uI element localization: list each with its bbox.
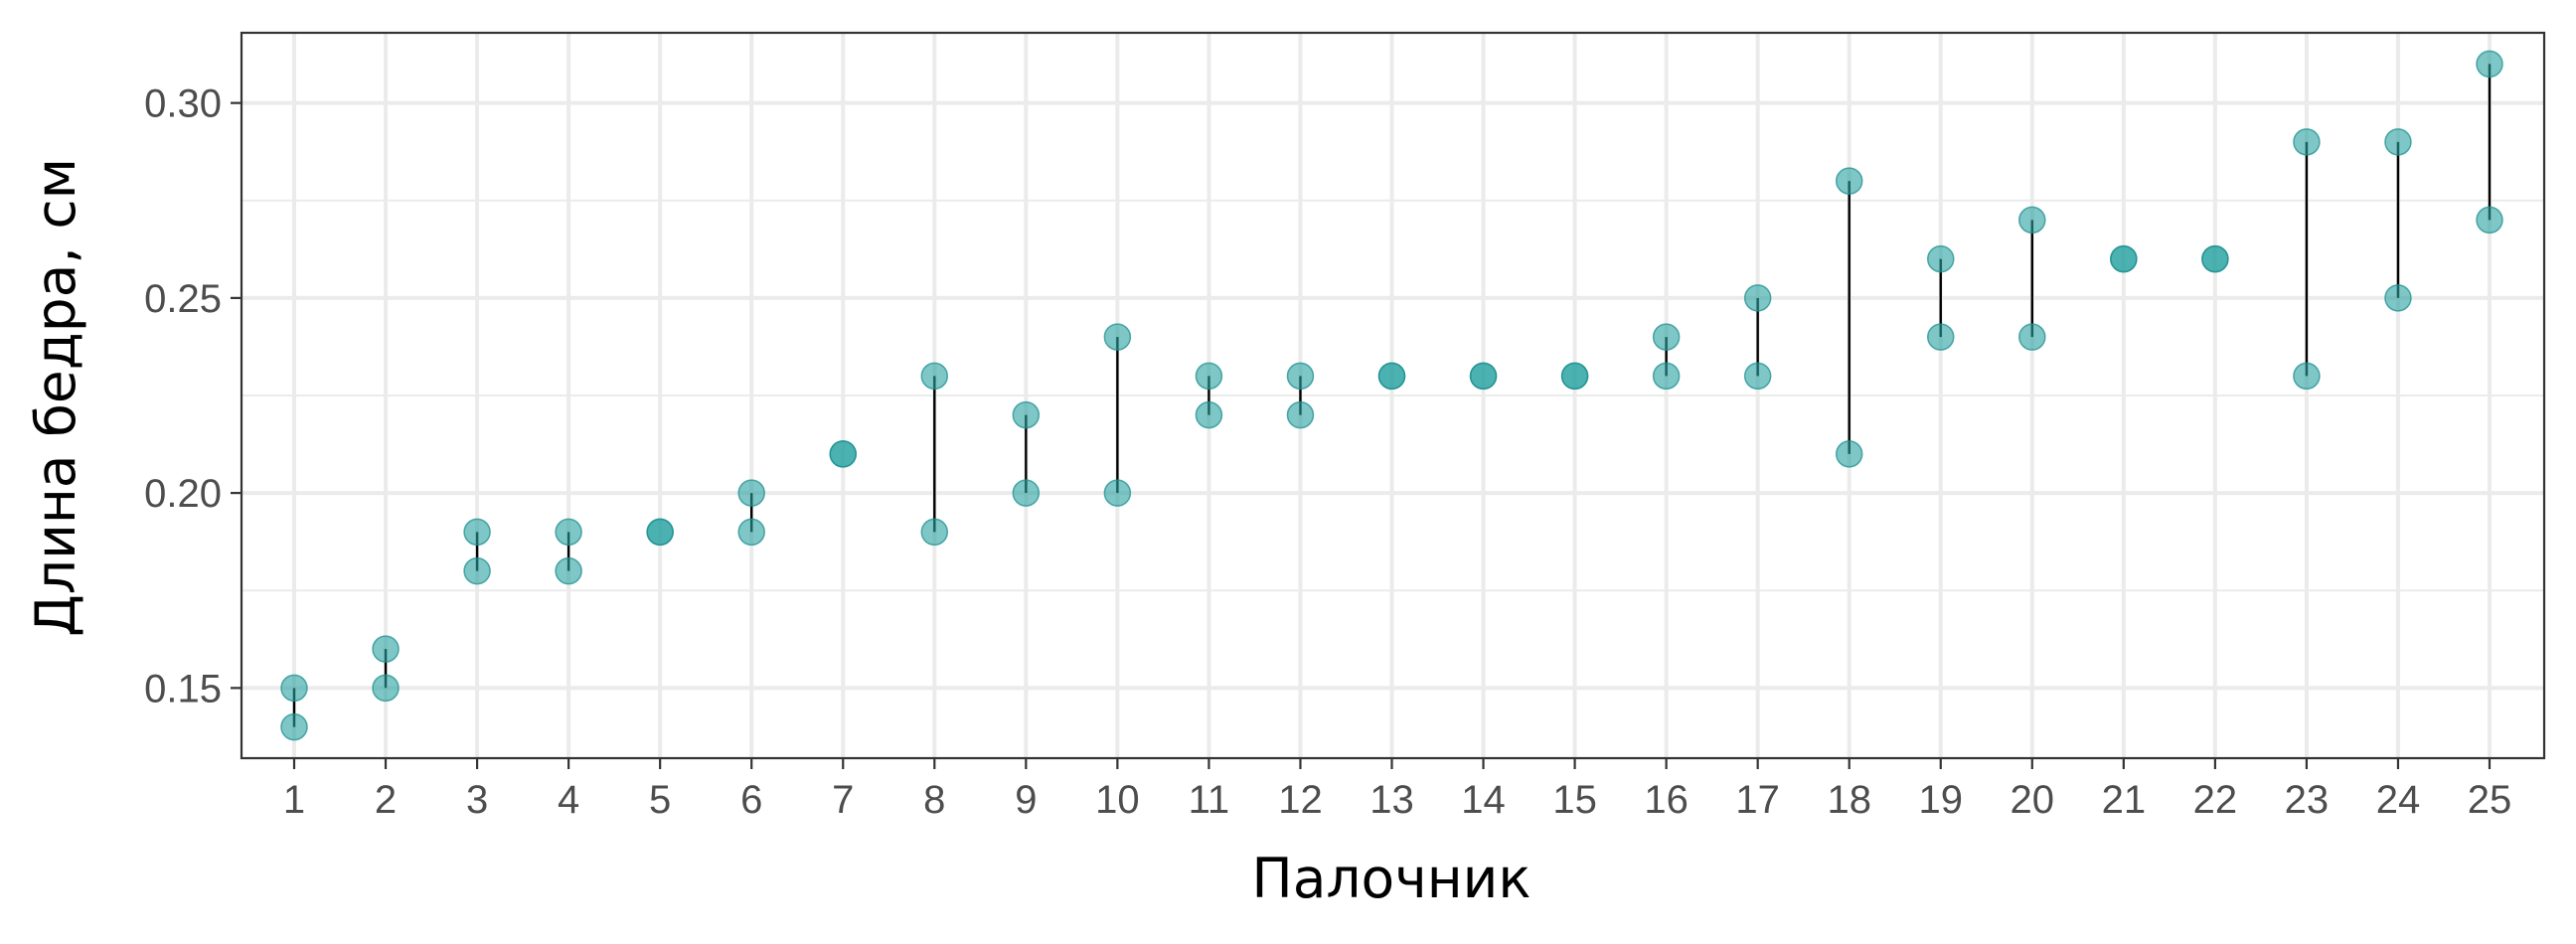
- data-point: [1012, 400, 1041, 429]
- x-tick-label: 15: [1552, 778, 1597, 822]
- data-point: [1743, 284, 1772, 312]
- data-point: [2018, 323, 2046, 351]
- x-tick-label: 16: [1644, 778, 1689, 822]
- data-point: [920, 518, 949, 547]
- x-tick-label: 18: [1827, 778, 1871, 822]
- data-point: [737, 479, 765, 507]
- x-tick-label: 14: [1461, 778, 1506, 822]
- x-tick-label: 23: [2285, 778, 2330, 822]
- data-point: [280, 674, 308, 703]
- data-point: [829, 440, 857, 468]
- data-point: [463, 518, 491, 547]
- x-tick-label: 21: [2102, 778, 2147, 822]
- data-point: [372, 635, 400, 663]
- data-point: [2384, 128, 2412, 156]
- data-point: [1652, 362, 1681, 391]
- y-tick-label: 0.30: [144, 82, 222, 126]
- data-point: [1286, 362, 1315, 391]
- data-point: [1835, 167, 1863, 195]
- data-point: [646, 518, 674, 547]
- data-point: [1652, 323, 1681, 351]
- data-point: [463, 556, 491, 585]
- x-tick-label: 8: [923, 778, 945, 822]
- x-tick-label: 13: [1369, 778, 1414, 822]
- data-point: [1103, 323, 1132, 351]
- data-point: [1012, 479, 1041, 507]
- data-point: [2476, 50, 2503, 79]
- y-tick-label: 0.25: [144, 277, 222, 321]
- x-tick-label: 12: [1278, 778, 1323, 822]
- x-tick-label: 10: [1095, 778, 1140, 822]
- x-tick-label: 7: [832, 778, 854, 822]
- y-axis-title: Длина бедра, см: [24, 158, 87, 637]
- data-point: [1103, 479, 1132, 507]
- x-tick-label: 22: [2193, 778, 2238, 822]
- data-point: [1835, 440, 1863, 468]
- x-tick-label: 5: [649, 778, 671, 822]
- data-point: [1560, 362, 1589, 391]
- data-point: [1927, 323, 1955, 351]
- data-point: [737, 518, 765, 547]
- data-point: [372, 674, 400, 703]
- x-tick-label: 9: [1015, 778, 1037, 822]
- data-point: [555, 556, 582, 585]
- data-point: [2201, 244, 2229, 273]
- data-point: [1195, 400, 1223, 429]
- data-point: [1927, 244, 1955, 273]
- x-tick-label: 24: [2376, 778, 2421, 822]
- data-point: [2476, 206, 2503, 235]
- x-tick-label: 20: [2011, 778, 2055, 822]
- y-tick-label: 0.20: [144, 472, 222, 516]
- x-tick-label: 4: [558, 778, 579, 822]
- x-tick-label: 2: [375, 778, 397, 822]
- data-point: [2110, 244, 2138, 273]
- data-point: [555, 518, 582, 547]
- data-point: [1195, 362, 1223, 391]
- point-layer: [280, 50, 2503, 741]
- x-tick-label: 17: [1735, 778, 1780, 822]
- data-point: [1469, 362, 1498, 391]
- x-axis-title: Палочник: [1251, 847, 1530, 910]
- data-point: [920, 362, 949, 391]
- x-tick-label: 1: [283, 778, 305, 822]
- data-point: [2293, 128, 2321, 156]
- x-tick-label: 19: [1919, 778, 1964, 822]
- y-tick-label: 0.15: [144, 667, 222, 710]
- axis-layer: 0.150.200.250.301 2 3 4 5 6 7 8 9 10 11 12 13 14 15 16 1…: [144, 82, 2511, 822]
- x-tick-label: 11: [1189, 778, 1230, 822]
- data-point: [1286, 400, 1315, 429]
- data-point: [1743, 362, 1772, 391]
- data-point: [280, 712, 308, 741]
- data-point: [2293, 362, 2321, 391]
- data-point: [2018, 206, 2046, 235]
- x-tick-label: 3: [466, 778, 488, 822]
- x-tick-label: 25: [2468, 778, 2512, 822]
- data-point: [2384, 284, 2412, 312]
- x-tick-label: 6: [740, 778, 762, 822]
- data-point: [1377, 362, 1406, 391]
